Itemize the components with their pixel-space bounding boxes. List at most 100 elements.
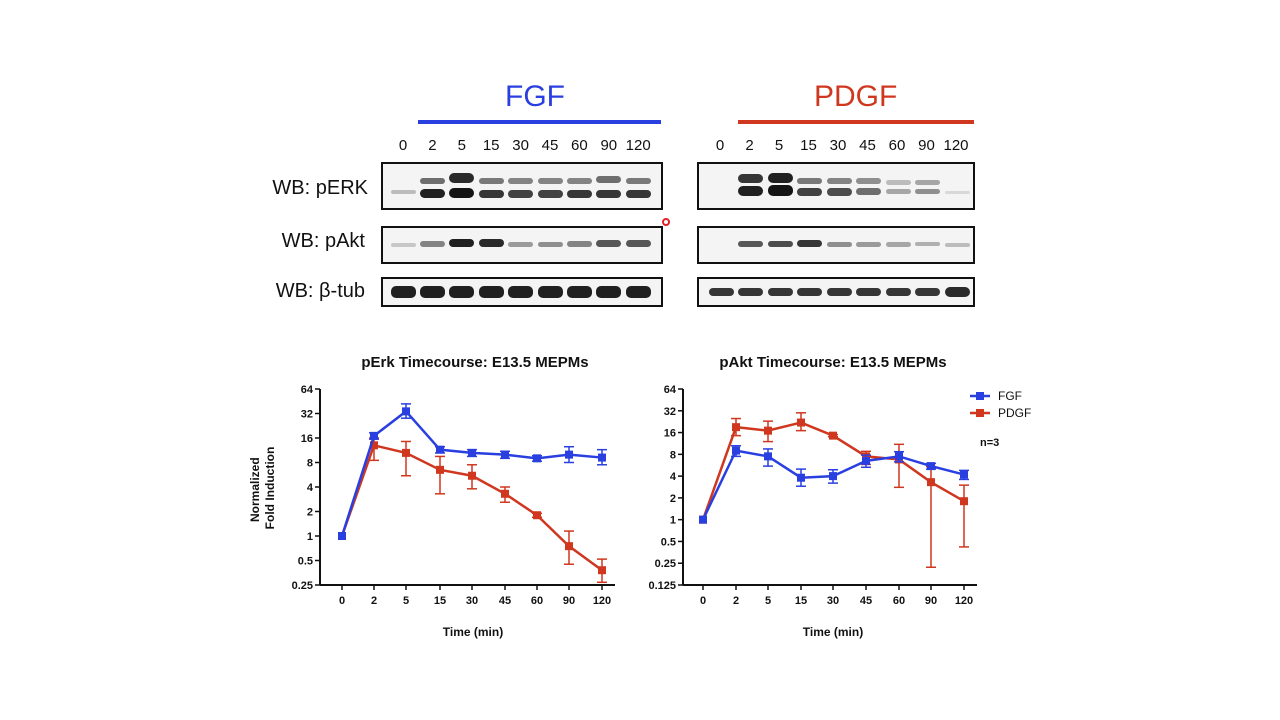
blot-band: [390, 243, 416, 247]
lane-label: 60: [888, 137, 906, 154]
blot-band: [537, 242, 563, 247]
blot-band: [944, 191, 970, 194]
blot-band: [390, 190, 416, 194]
data-point: [960, 497, 968, 506]
data-point: [598, 453, 606, 462]
blot-band: [797, 240, 822, 247]
blot-band: [826, 242, 852, 247]
lane-label: 60: [571, 137, 588, 154]
blot-band: [478, 286, 504, 298]
x-tick-label: 5: [403, 595, 409, 607]
data-point: [829, 431, 837, 440]
data-point: [598, 566, 606, 575]
blot-fgf-btub: [381, 277, 663, 307]
blot-band: [449, 239, 475, 247]
blot-pdgf-btub: [697, 277, 975, 307]
blot-band: [767, 185, 793, 196]
data-point: [927, 462, 935, 471]
wb-label-pakt: WB: pAkt: [281, 230, 365, 252]
x-tick-label: 120: [955, 595, 973, 607]
blot-band: [449, 286, 475, 298]
chart1-ylabel: Normalized Fold Induction: [248, 447, 277, 530]
blot-band: [537, 190, 563, 198]
data-point: [764, 452, 772, 461]
data-point: [402, 407, 410, 416]
lane-label: 30: [512, 137, 529, 154]
data-point: [468, 471, 476, 480]
x-tick-label: 45: [499, 595, 511, 607]
y-tick-label: 64: [301, 384, 314, 396]
chart2-xlabel: Time (min): [803, 625, 863, 639]
lane-label: 2: [428, 137, 437, 154]
blot-band: [508, 178, 534, 184]
blot-pdgf-pakt: [697, 226, 975, 264]
legend-label: FGF: [998, 389, 1022, 403]
data-point: [565, 542, 573, 551]
blot-band: [915, 189, 940, 194]
blot-band: [885, 288, 911, 296]
lane-label: 120: [625, 137, 651, 154]
fgf-title: FGF: [505, 80, 565, 113]
blot-band: [856, 178, 881, 184]
blot-band: [915, 242, 940, 246]
y-tick-label: 0.25: [655, 558, 676, 570]
blot-band: [797, 178, 822, 184]
legend-marker: [976, 392, 984, 400]
x-tick-label: 0: [339, 595, 345, 607]
lane-label: 45: [859, 137, 876, 154]
y-tick-label: 16: [301, 433, 313, 445]
x-tick-label: 5: [765, 595, 771, 607]
data-point: [370, 431, 378, 440]
blot-band: [419, 189, 445, 198]
blot-band: [537, 286, 563, 298]
lane-label: 30: [829, 137, 847, 154]
wb-label-perk: WB: pERK: [272, 177, 368, 199]
y-tick-label: 2: [670, 493, 676, 505]
blot-band: [708, 288, 734, 296]
blot-band: [856, 288, 881, 296]
pdgf-bar: [738, 120, 974, 124]
lane-label: 2: [745, 137, 754, 154]
blot-band: [419, 286, 445, 298]
blot-band: [738, 186, 763, 196]
blot-band: [738, 288, 763, 296]
blot-band: [449, 188, 475, 198]
blot-band: [856, 188, 881, 195]
blot-band: [537, 178, 563, 184]
y-tick-label: 0.125: [648, 580, 676, 592]
data-point: [338, 532, 346, 540]
blot-band: [767, 241, 793, 247]
y-tick-label: 32: [664, 406, 676, 418]
n-annotation: n=3: [980, 437, 999, 449]
y-tick-label: 0.5: [298, 556, 313, 568]
blot-band: [625, 286, 651, 298]
series-line-fgf: [701, 449, 965, 521]
legend-label: PDGF: [998, 406, 1031, 420]
data-point: [829, 472, 837, 481]
lane-label: 120: [943, 137, 969, 154]
data-point: [565, 450, 573, 459]
blot-band: [390, 286, 416, 298]
blot-band: [885, 242, 911, 247]
data-point: [732, 446, 740, 455]
data-point: [732, 423, 740, 432]
pdgf-title: PDGF: [814, 80, 898, 113]
lane-label: 5: [457, 137, 466, 154]
data-point: [501, 450, 509, 459]
blot-band: [478, 239, 504, 247]
blot-band: [767, 173, 793, 183]
x-tick-label: 15: [795, 595, 807, 607]
lane-label: 90: [918, 137, 935, 154]
blot-band: [797, 188, 822, 196]
blot-band: [625, 190, 651, 198]
blot-fgf-perk: [381, 162, 663, 210]
blot-fgf-pakt: [381, 226, 663, 264]
blot-band: [478, 178, 504, 184]
y-tick-label: 8: [307, 458, 313, 470]
x-tick-label: 30: [466, 595, 478, 607]
blot-band: [508, 286, 534, 298]
blot-band: [625, 240, 651, 247]
blot-band: [826, 178, 852, 184]
